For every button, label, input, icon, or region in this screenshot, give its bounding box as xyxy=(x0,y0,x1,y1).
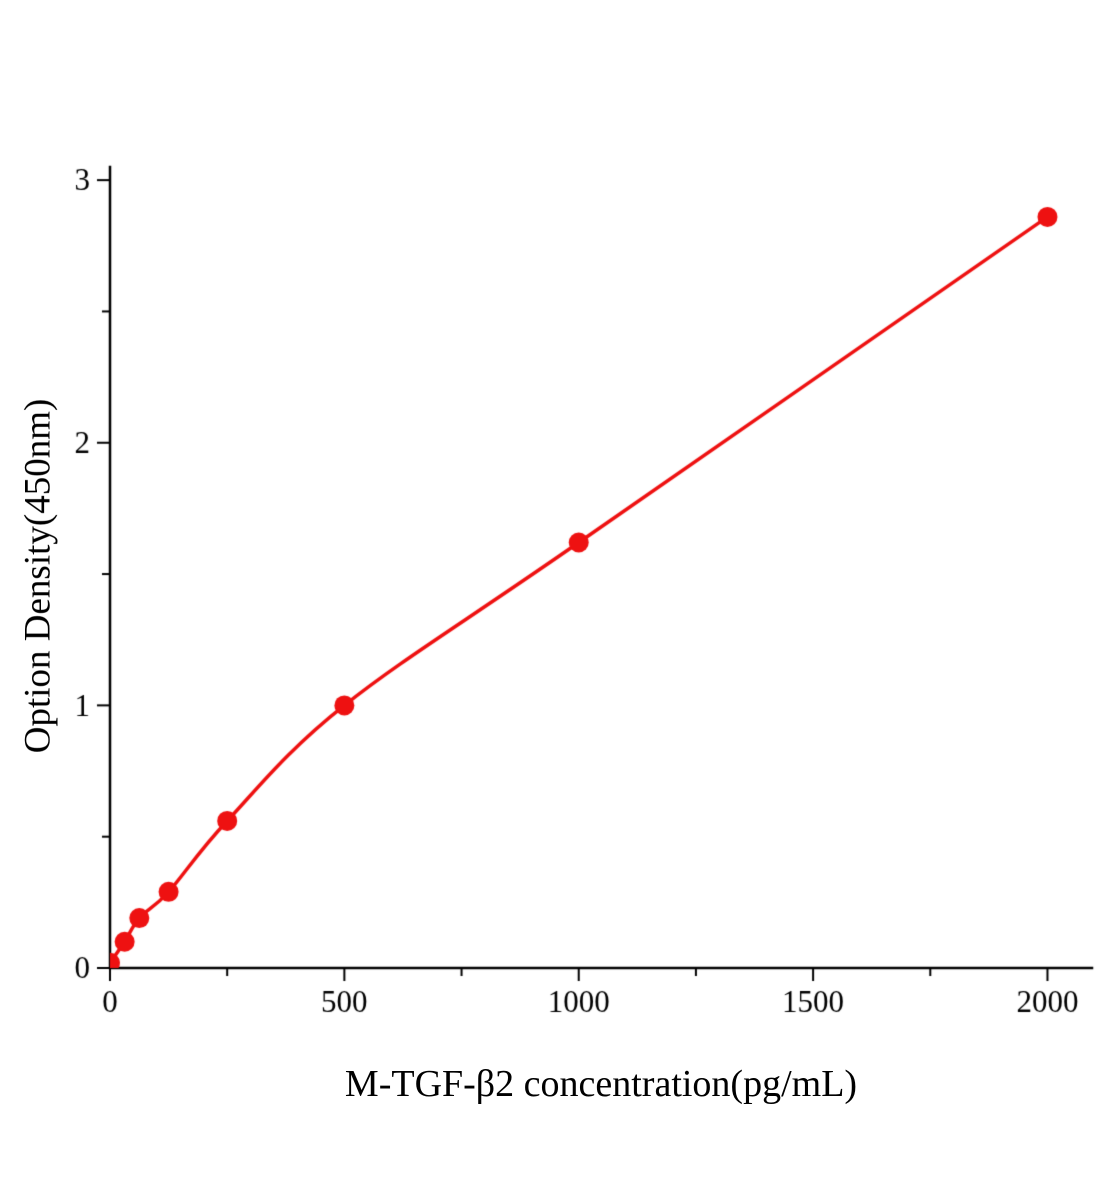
y-axis-title: Option Density(450nm) xyxy=(17,398,59,754)
x-axis-title: M-TGF-β2 concentration(pg/mL) xyxy=(344,1063,858,1105)
